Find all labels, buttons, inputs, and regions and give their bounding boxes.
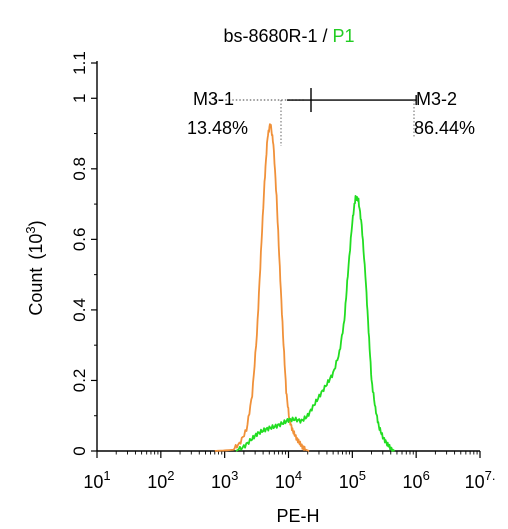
chart-title-gate: P1 (333, 26, 355, 46)
chart-title: bs-8680R-1 / P1 (223, 26, 354, 46)
x-tick-label: 103 (211, 468, 238, 492)
y-tick-label: 0.8 (70, 157, 89, 181)
y-axis-ticks: 0 0.2 0.4 0.6 0.8 1 1.1 (70, 51, 97, 456)
marker-m3-1-label: M3-1 (193, 89, 234, 109)
y-tick-label: 0.4 (70, 298, 89, 322)
y-axis-unit-exp: 3 (23, 226, 38, 233)
marker-layer: M3-1 13.48% M3-2 86.44% (187, 88, 475, 147)
y-axis-unit-close: ) (26, 220, 46, 226)
y-tick-label: 1.1 (70, 51, 89, 75)
x-axis-ticks: 101 102 103 104 105 106 107. (83, 451, 495, 492)
series-line (214, 123, 310, 452)
y-axis-label-text: Count (26, 268, 46, 316)
marker-m3-2-percent: 86.44% (414, 118, 475, 138)
x-tick-label: 106 (403, 468, 430, 492)
y-axis-label: Count (103) (23, 220, 46, 315)
y-axis-unit-base: (10 (26, 234, 46, 260)
y-tick-label: 1 (70, 94, 89, 103)
marker-m3-2-label: M3-2 (416, 89, 457, 109)
y-tick-label: 0 (70, 446, 89, 455)
series-line (235, 195, 396, 452)
series-layer (214, 123, 396, 452)
y-tick-label: 0.2 (70, 369, 89, 393)
marker-m3-1-percent: 13.48% (187, 118, 248, 138)
y-tick-label: 0.6 (70, 228, 89, 252)
x-tick-label: 105 (339, 468, 366, 492)
x-axis-label: PE-H (276, 506, 319, 526)
x-tick-label: 101 (83, 468, 110, 492)
x-tick-label: 107. (465, 468, 496, 492)
x-tick-label: 104 (275, 468, 302, 492)
x-tick-label: 102 (147, 468, 174, 492)
chart-title-sample: bs-8680R-1 / (223, 26, 332, 46)
